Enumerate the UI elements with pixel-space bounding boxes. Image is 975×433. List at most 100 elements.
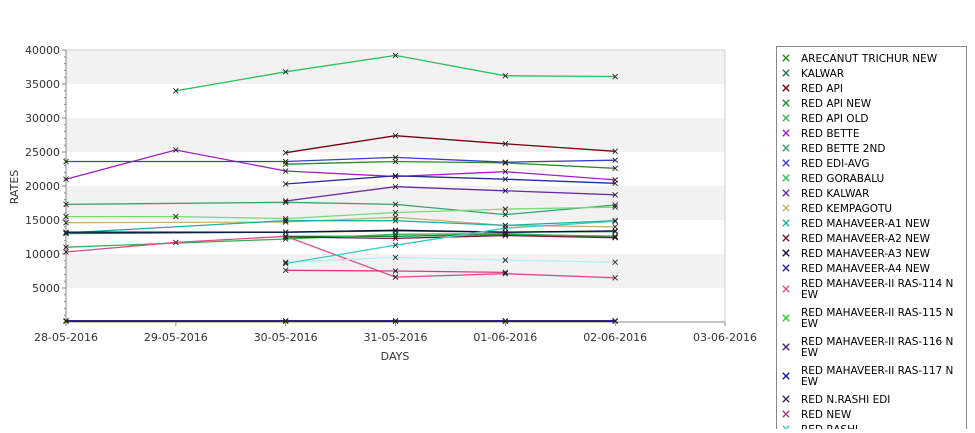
series-lines [65, 54, 616, 322]
data-point [612, 234, 618, 241]
data-point [282, 158, 289, 165]
x-axis-title: DAYS [381, 350, 410, 363]
legend-entry: RED API NEW [782, 98, 872, 110]
data-point [173, 213, 179, 220]
data-point [612, 317, 618, 324]
legend-entry: RED API [782, 83, 843, 95]
legend-label: EW [801, 289, 819, 301]
legend: ARECANUT TRICHUR NEW KALWAR RED API RED API… [776, 46, 967, 433]
data-point [63, 244, 69, 251]
legend-entry: RED MAHAVEER-A2 NEW [782, 233, 931, 245]
data-point [612, 148, 618, 155]
data-point [282, 259, 289, 265]
series-line [285, 175, 616, 185]
legend-label: KALWAR [801, 68, 844, 80]
x-tick-label: 28-05-2016 [34, 331, 98, 344]
legend-entry: RED MAHAVEER-II RAS-117 NEW [782, 365, 953, 388]
series-line [285, 135, 616, 154]
data-point [502, 269, 509, 276]
legend-label: EW [801, 347, 819, 359]
data-point [392, 183, 399, 190]
y-tick-label: 35000 [25, 78, 60, 91]
legend-entry: RED MAHAVEER-II RAS-116 NEW [782, 336, 953, 359]
y-axis: 5000 10000 15000 20000 25000 30000 35000 40000 [25, 44, 67, 322]
x-tick-label: 31-05-2016 [364, 331, 428, 344]
legend-label: RED GORABALU [801, 173, 884, 185]
grid-band [66, 118, 725, 152]
y-tick-label: 30000 [25, 112, 60, 125]
legend-label: RED MAHAVEER-A4 NEW [801, 263, 931, 275]
data-point [282, 199, 289, 206]
legend-entry: RED N.RASHI EDI [782, 394, 890, 406]
legend-entry: RED API OLD [782, 113, 869, 125]
data-point [63, 230, 69, 237]
data-point [63, 219, 69, 226]
legend-entry: RED KEMPAGOTU [782, 203, 892, 215]
data-point [282, 260, 289, 267]
x-axis: 28-05-2016 29-05-2016 30-05-2016 31-05-2016… [34, 321, 757, 344]
data-point [392, 231, 399, 238]
legend-label: RED KALWAR [801, 188, 869, 200]
data-point [63, 213, 69, 220]
data-point [502, 317, 509, 324]
data-point [63, 249, 69, 255]
grid-band [66, 84, 725, 118]
data-point [392, 268, 399, 274]
data-point [502, 231, 509, 238]
legend-entry: ARECANUT TRICHUR NEW [782, 53, 938, 65]
data-point [173, 87, 179, 94]
data-point [612, 73, 618, 80]
series-line [65, 149, 616, 181]
y-tick-label: 25000 [25, 146, 60, 159]
y-tick-label: 5000 [32, 282, 60, 295]
data-point [612, 259, 618, 265]
y-tick-label: 20000 [25, 180, 60, 193]
data-point [502, 159, 509, 166]
data-point [173, 239, 179, 246]
y-tick-label: 10000 [25, 248, 60, 261]
series-line [285, 160, 616, 169]
legend-label: RED MAHAVEER-II RAS-115 N [801, 307, 953, 319]
legend-label: RED MAHAVEER-II RAS-116 N [801, 336, 953, 348]
data-point [612, 228, 618, 234]
grid-band [66, 288, 725, 322]
legend-label: RED API [801, 83, 843, 95]
data-point [612, 228, 618, 235]
legend-label: RED BETTE [801, 128, 859, 140]
data-point [502, 229, 509, 236]
grid-band [66, 220, 725, 254]
data-point [612, 157, 618, 163]
data-point [612, 165, 618, 172]
legend-entry: RED GORABALU [782, 173, 884, 185]
data-point [63, 230, 69, 236]
legend-entry: RED MAHAVEER-II RAS-115 NEW [782, 307, 953, 330]
x-tick-label: 30-05-2016 [254, 331, 318, 344]
data-point [392, 233, 399, 240]
data-point [392, 209, 399, 216]
data-point [282, 168, 289, 174]
data-point [282, 233, 289, 240]
data-point [612, 192, 618, 198]
data-point [282, 229, 289, 236]
data-point [282, 217, 289, 224]
y-tick-label: 15000 [25, 214, 60, 227]
legend-label: RED MAHAVEER-A2 NEW [801, 233, 931, 245]
data-point [392, 132, 399, 139]
legend-entry: RED MAHAVEER-A4 NEW [782, 263, 931, 275]
data-point [502, 257, 509, 263]
data-point [502, 176, 509, 183]
data-point [392, 317, 399, 324]
data-point [392, 318, 399, 325]
data-point [502, 225, 509, 231]
x-tick-label: 03-06-2016 [693, 331, 757, 344]
legend-label: RED KEMPAGOTU [801, 203, 892, 215]
legend-label: RED API NEW [801, 98, 872, 110]
y-axis-title: RATES [8, 170, 21, 205]
series-markers [63, 52, 618, 325]
data-point [502, 230, 509, 237]
data-point [63, 158, 69, 165]
legend-label: RED NEW [801, 409, 852, 421]
data-point [392, 242, 399, 248]
